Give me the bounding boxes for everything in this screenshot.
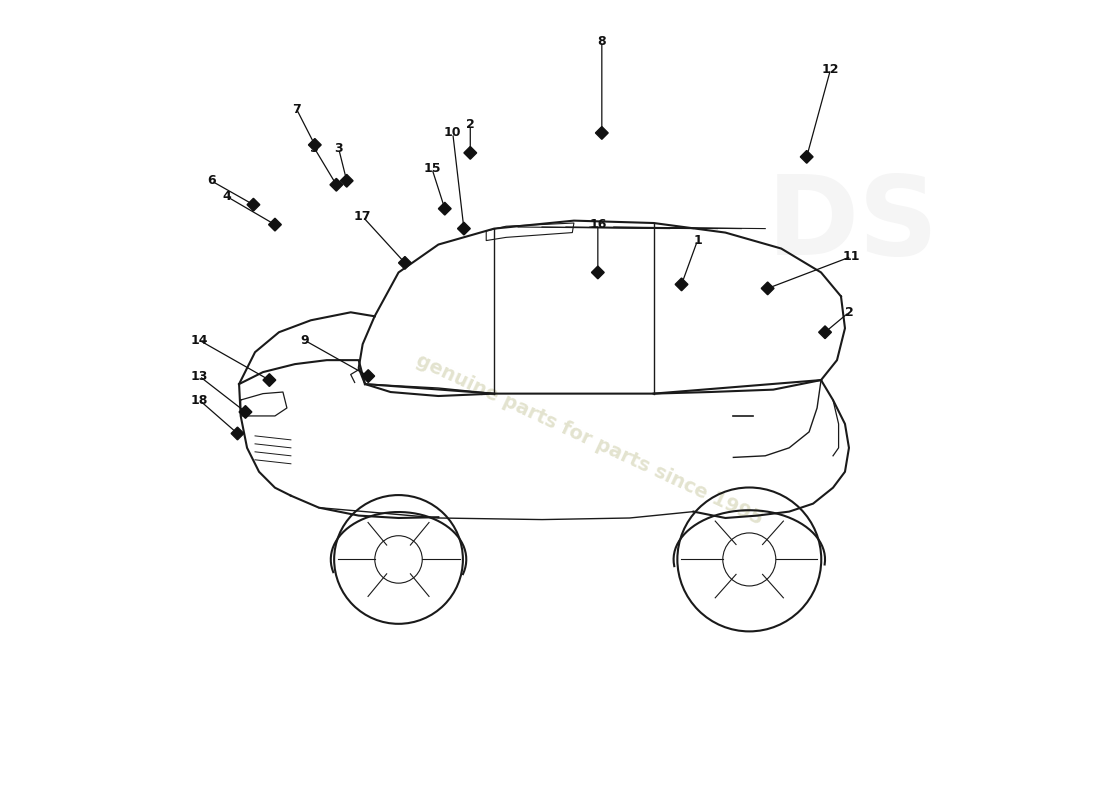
Text: 7: 7: [293, 102, 301, 115]
Polygon shape: [268, 218, 282, 231]
Text: 4: 4: [222, 190, 231, 203]
Polygon shape: [239, 406, 252, 418]
Polygon shape: [263, 374, 276, 386]
Polygon shape: [595, 126, 608, 139]
Polygon shape: [464, 146, 476, 159]
Text: 13: 13: [190, 370, 208, 382]
Polygon shape: [248, 198, 260, 211]
Polygon shape: [330, 178, 343, 191]
Text: 5: 5: [310, 142, 319, 155]
Text: 15: 15: [424, 162, 441, 175]
Text: 3: 3: [334, 142, 343, 155]
Text: DS: DS: [767, 171, 939, 278]
Polygon shape: [675, 278, 688, 290]
Text: 18: 18: [190, 394, 208, 406]
Polygon shape: [362, 370, 375, 382]
Text: 16: 16: [590, 218, 606, 231]
Polygon shape: [308, 138, 321, 151]
Text: 12: 12: [822, 62, 839, 76]
Text: 6: 6: [207, 174, 216, 187]
Polygon shape: [592, 266, 604, 279]
Polygon shape: [340, 174, 353, 187]
Text: 2: 2: [466, 118, 475, 131]
Text: genuine parts for parts since 1995: genuine parts for parts since 1995: [414, 351, 767, 529]
Text: 14: 14: [190, 334, 208, 346]
Text: 10: 10: [444, 126, 462, 139]
Polygon shape: [818, 326, 832, 338]
Text: 11: 11: [843, 250, 860, 263]
Polygon shape: [801, 150, 813, 163]
Text: 2: 2: [845, 306, 854, 319]
Text: 8: 8: [597, 34, 606, 48]
Polygon shape: [231, 427, 244, 440]
Text: 9: 9: [300, 334, 309, 346]
Text: 1: 1: [693, 234, 702, 247]
Polygon shape: [761, 282, 774, 294]
Text: 17: 17: [354, 210, 372, 223]
Polygon shape: [398, 257, 411, 270]
Polygon shape: [458, 222, 471, 235]
Polygon shape: [439, 202, 451, 215]
